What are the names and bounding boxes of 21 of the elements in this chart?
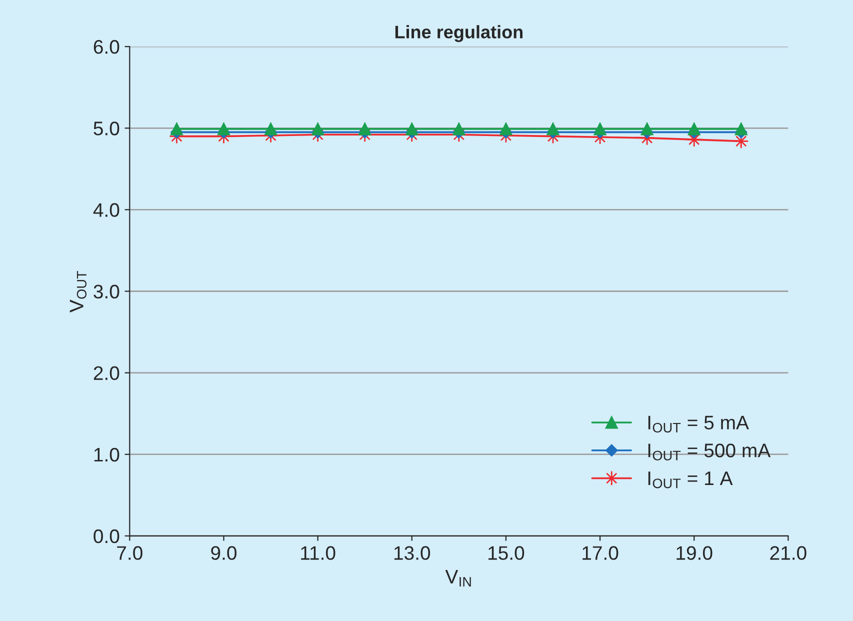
y-tick-label: 6.0 — [94, 40, 120, 54]
y-tick-label: 2.0 — [94, 366, 120, 380]
x-tick-label: 13.0 — [394, 546, 430, 560]
y-tick-label: 4.0 — [93, 203, 120, 217]
x-tick-label: 17.0 — [582, 546, 618, 560]
legend-label: I$_{OUT}$ = 5 mA — [648, 416, 749, 433]
chart-title: Line regulation — [395, 25, 523, 42]
x-tick-label: 15.0 — [488, 546, 524, 560]
y-tick-label: 5.0 — [94, 122, 120, 136]
x-tick-label: 11.0 — [301, 546, 336, 560]
x-axis-title: V$_{IN}$ — [445, 570, 471, 586]
x-tick-label: 7.0 — [117, 546, 142, 560]
x-tick-label: 19.0 — [676, 546, 712, 560]
y-tick-label: 1.0 — [94, 448, 120, 462]
y-tick-label: 0.0 — [94, 529, 120, 544]
legend-label: I$_{OUT}$ = 1 A — [648, 472, 733, 488]
x-tick-label: 9.0 — [211, 546, 236, 560]
y-tick-label: 3.0 — [94, 284, 120, 298]
x-tick-label: 21.0 — [770, 546, 806, 560]
y-axis-title: V$_{OUT}$ — [70, 270, 86, 312]
legend-label: I$_{OUT}$ = 500 mA — [648, 444, 771, 460]
